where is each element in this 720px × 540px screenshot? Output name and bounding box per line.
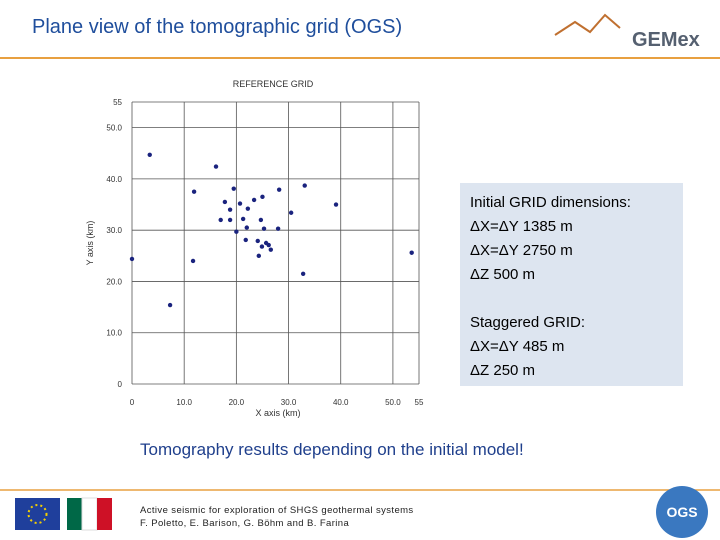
point bbox=[240, 216, 246, 222]
point bbox=[288, 210, 294, 215]
mx-flag-green bbox=[67, 498, 82, 530]
y-tick-label: 55 bbox=[113, 98, 122, 107]
logo-text: GEMex bbox=[632, 29, 700, 51]
point bbox=[275, 226, 281, 231]
x-tick-label: 0 bbox=[130, 398, 135, 407]
y-tick-label: 20.0 bbox=[106, 277, 122, 286]
conclusion: Tomography results depending on the init… bbox=[140, 440, 524, 459]
point bbox=[227, 207, 233, 212]
point bbox=[251, 197, 257, 203]
point bbox=[234, 229, 239, 234]
footer-line: Active seismic for exploration of SHGS g… bbox=[140, 505, 414, 516]
mx-flag-red bbox=[97, 498, 112, 530]
info-line: ΔZ 500 m bbox=[470, 266, 536, 283]
footer-line: F. Poletto, E. Barison, G. Böhm and B. F… bbox=[140, 518, 350, 529]
mx-flag-white bbox=[81, 497, 98, 531]
point bbox=[218, 217, 223, 223]
footer: Active seismic for exploration of SHGS g… bbox=[140, 504, 414, 530]
x-tick-label: 50.0 bbox=[385, 398, 401, 407]
y-tick-label: 0 bbox=[118, 380, 123, 389]
point bbox=[245, 206, 251, 211]
eu-flag bbox=[15, 498, 60, 530]
point bbox=[300, 271, 306, 276]
point bbox=[167, 302, 173, 308]
point bbox=[276, 187, 282, 192]
point bbox=[266, 242, 271, 248]
point bbox=[231, 186, 236, 191]
point bbox=[213, 164, 219, 169]
x-axis-label: X axis (km) bbox=[256, 408, 301, 418]
spacer bbox=[470, 287, 683, 311]
point bbox=[260, 194, 265, 200]
slide-title: Plane view of the tomographic grid (OGS) bbox=[32, 16, 403, 38]
x-tick-label: 10.0 bbox=[176, 398, 192, 407]
y-axis-label: Y axis (km) bbox=[85, 221, 95, 266]
point bbox=[190, 258, 196, 264]
point bbox=[237, 201, 243, 206]
info-line: ΔX=ΔY 1385 m bbox=[470, 218, 573, 235]
info-line: Staggered GRID: bbox=[470, 314, 586, 331]
y-tick-label: 50.0 bbox=[106, 124, 122, 133]
point bbox=[268, 247, 274, 252]
point bbox=[333, 202, 339, 207]
point bbox=[191, 189, 197, 194]
logo-mark bbox=[554, 13, 621, 36]
y-tick-label: 10.0 bbox=[106, 329, 122, 338]
point bbox=[222, 199, 228, 205]
point bbox=[409, 250, 414, 255]
point bbox=[261, 226, 267, 231]
point bbox=[256, 253, 262, 259]
point bbox=[227, 217, 233, 223]
info-line: Initial GRID dimensions: bbox=[470, 194, 631, 211]
point bbox=[129, 256, 135, 262]
info-line: ΔZ 250 m bbox=[470, 362, 536, 379]
point bbox=[244, 225, 249, 230]
y-tick-label: 40.0 bbox=[106, 175, 122, 184]
x-tick-label: 20.0 bbox=[229, 398, 245, 407]
eu-stars bbox=[27, 504, 48, 524]
info-line: ΔX=ΔY 485 m bbox=[470, 338, 565, 355]
point bbox=[255, 238, 260, 244]
point bbox=[243, 237, 248, 243]
ogs-logo-text: OGS bbox=[666, 504, 697, 520]
x-tick-label: 30.0 bbox=[281, 398, 297, 407]
point bbox=[258, 217, 264, 223]
y-tick-label: 30.0 bbox=[106, 226, 122, 235]
x-tick-label: 55 bbox=[415, 398, 424, 407]
point bbox=[259, 244, 265, 249]
x-tick-label: 40.0 bbox=[333, 398, 349, 407]
chart-title: REFERENCE GRID bbox=[233, 79, 314, 89]
ogs-logo bbox=[656, 486, 708, 538]
info-box: Initial GRID dimensions: ΔX=ΔY 1385 m ΔX=Δ… bbox=[460, 183, 683, 386]
point bbox=[147, 152, 152, 158]
info-line: ΔX=ΔY 2750 m bbox=[470, 242, 573, 259]
point bbox=[302, 183, 307, 188]
